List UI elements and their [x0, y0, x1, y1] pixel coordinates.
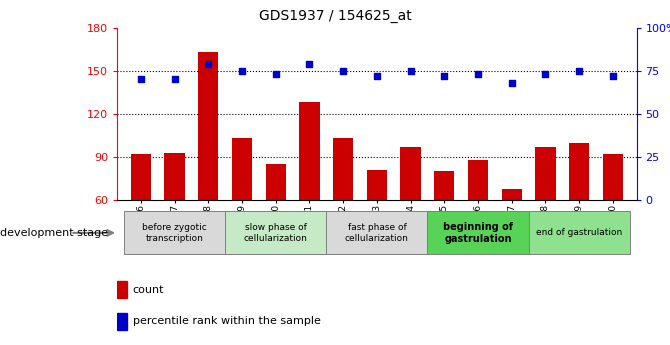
Bar: [131, 154, 151, 200]
Bar: [117, 313, 127, 330]
Bar: [427, 211, 529, 254]
Bar: [225, 211, 326, 254]
Bar: [366, 170, 387, 200]
Text: before zygotic
transcription: before zygotic transcription: [142, 223, 207, 243]
Bar: [124, 211, 225, 254]
Bar: [198, 52, 218, 200]
Bar: [468, 160, 488, 200]
Point: [405, 68, 416, 73]
Bar: [603, 154, 623, 200]
Bar: [265, 164, 286, 200]
Text: percentile rank within the sample: percentile rank within the sample: [133, 316, 320, 326]
Bar: [326, 211, 427, 254]
Bar: [529, 211, 630, 254]
Point: [540, 71, 551, 77]
Bar: [299, 102, 320, 200]
Point: [608, 73, 618, 79]
Point: [439, 73, 450, 79]
Point: [338, 68, 348, 73]
Text: count: count: [133, 285, 164, 295]
Bar: [401, 147, 421, 200]
Bar: [434, 171, 454, 200]
Text: development stage: development stage: [0, 228, 108, 238]
Point: [135, 77, 146, 82]
Text: beginning of
gastrulation: beginning of gastrulation: [443, 222, 513, 244]
Point: [472, 71, 483, 77]
Point: [203, 61, 214, 67]
Point: [271, 71, 281, 77]
Text: GDS1937 / 154625_at: GDS1937 / 154625_at: [259, 9, 411, 23]
Point: [574, 68, 584, 73]
Bar: [569, 142, 590, 200]
Point: [170, 77, 180, 82]
Point: [304, 61, 315, 67]
Point: [237, 68, 247, 73]
Bar: [232, 138, 252, 200]
Text: fast phase of
cellularization: fast phase of cellularization: [345, 223, 409, 243]
Text: slow phase of
cellularization: slow phase of cellularization: [244, 223, 308, 243]
Text: end of gastrulation: end of gastrulation: [536, 228, 622, 237]
Bar: [117, 281, 127, 298]
Bar: [535, 147, 555, 200]
Bar: [164, 152, 185, 200]
Bar: [502, 189, 522, 200]
Point: [507, 80, 517, 86]
Bar: [333, 138, 353, 200]
Point: [371, 73, 382, 79]
